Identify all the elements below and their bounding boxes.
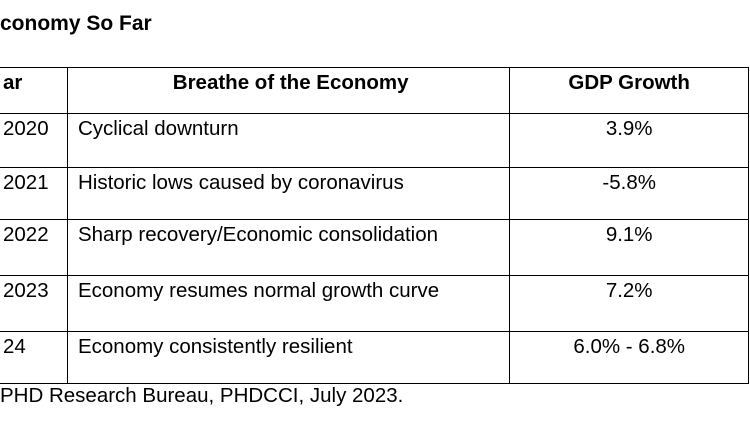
- header-cell: ar: [0, 67, 68, 114]
- header-cell: Breathe of the Economy: [66, 67, 511, 114]
- table-cell: Cyclical downturn: [66, 113, 511, 168]
- table-cell: 9.1%: [509, 219, 749, 276]
- table-row: 24 Economy consistently resilient 6.0% - 6…: [0, 331, 749, 384]
- table-row: 2022 Sharp recovery/Economic consolidatio…: [0, 219, 749, 276]
- table-cell: 2023: [0, 275, 68, 332]
- table: ar Breathe of the Economy GDP Growth 2020 C…: [0, 67, 749, 384]
- title: conomy So Far: [0, 12, 152, 35]
- table-cell: Economy resumes normal growth curve: [66, 275, 511, 332]
- table-cell: 3.9%: [509, 113, 749, 168]
- table-body: 2020 Cyclical downturn 3.9% 2021 Historic lo…: [0, 113, 749, 384]
- table-cell: 6.0% - 6.8%: [509, 331, 749, 384]
- table-cell: Sharp recovery/Economic consolidation: [66, 219, 511, 276]
- header-cell: GDP Growth: [509, 67, 749, 114]
- table-row: 2020 Cyclical downturn 3.9%: [0, 113, 749, 168]
- table-cell: Historic lows caused by coronavirus: [66, 167, 511, 220]
- table-cell: 2022: [0, 219, 68, 276]
- table-cell: -5.8%: [509, 167, 749, 220]
- table-row: 2023 Economy resumes normal growth curve 7…: [0, 275, 749, 332]
- source-note: PHD Research Bureau, PHDCCI, July 2023.: [0, 384, 404, 407]
- table-cell: 2020: [0, 113, 68, 168]
- table-cell: 2021: [0, 167, 68, 220]
- table-cell: 7.2%: [509, 275, 749, 332]
- table-row: 2021 Historic lows caused by coronavirus -…: [0, 167, 749, 220]
- header-row: ar Breathe of the Economy GDP Growth: [0, 67, 749, 114]
- table-cell: Economy consistently resilient: [66, 331, 511, 384]
- table-cell: 24: [0, 331, 68, 384]
